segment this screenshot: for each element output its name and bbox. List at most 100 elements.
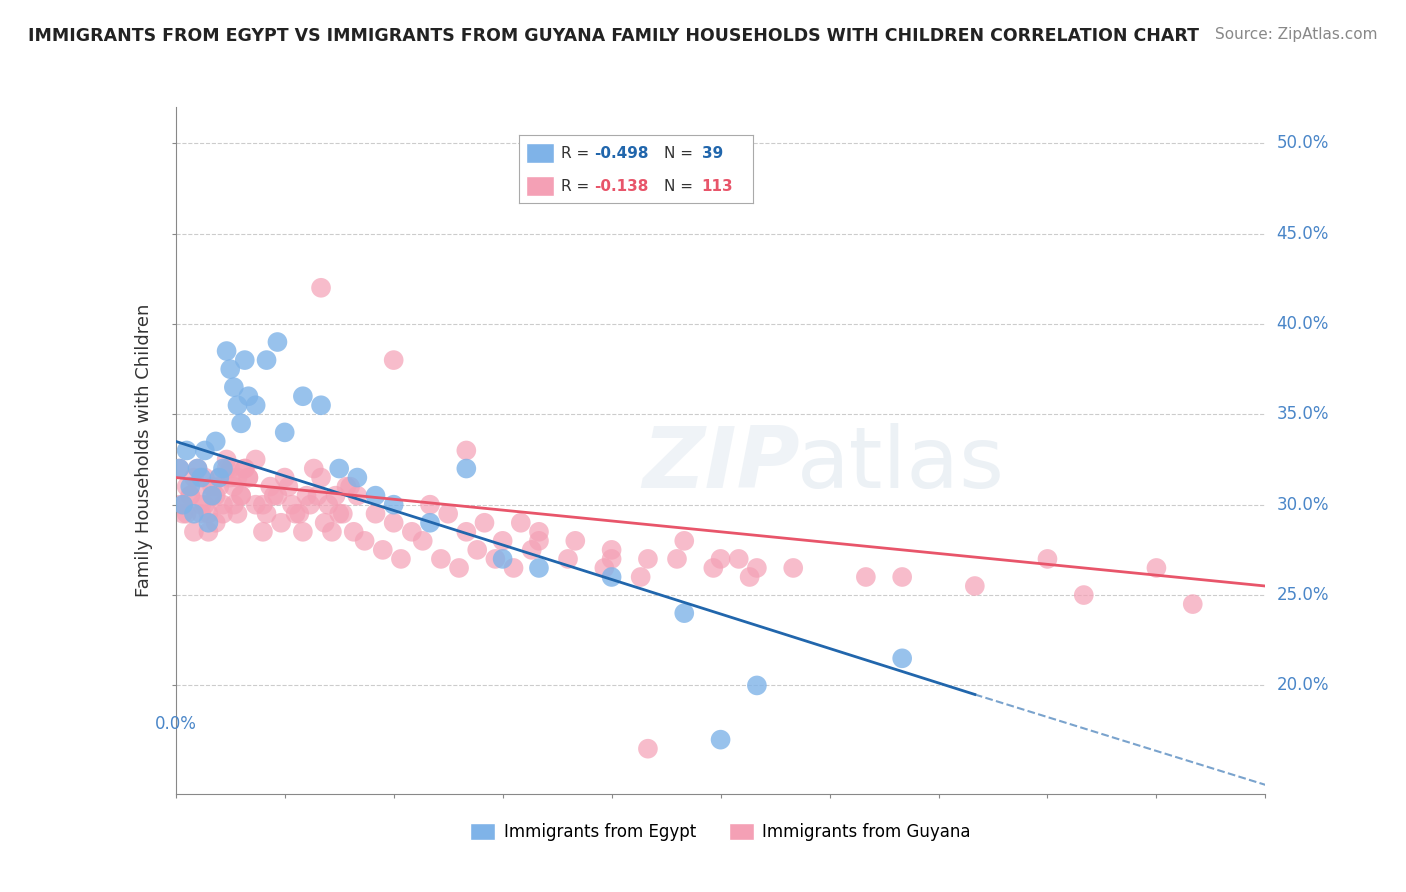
Point (219, 362, 242, 376)
Point (346, 470, 368, 484)
Point (307, 489, 329, 503)
Point (190, 470, 212, 484)
Point (204, 489, 226, 503)
Point (630, 570, 652, 584)
Point (190, 507, 212, 521)
Point (179, 489, 201, 503)
Point (291, 524, 314, 539)
Point (745, 561, 768, 575)
Point (309, 281, 332, 295)
Point (295, 489, 318, 503)
Point (226, 470, 249, 484)
Y-axis label: Family Households with Children: Family Households with Children (135, 304, 153, 597)
Point (270, 516, 292, 530)
Point (738, 570, 761, 584)
Text: 0.0%: 0.0% (155, 714, 197, 733)
Point (963, 579, 986, 593)
Text: 30.0%: 30.0% (1277, 496, 1329, 514)
Point (212, 498, 235, 512)
Point (637, 552, 659, 566)
Point (600, 570, 623, 584)
Point (502, 561, 524, 575)
Point (382, 498, 405, 512)
Point (238, 389, 260, 403)
Point (309, 470, 332, 484)
Point (219, 470, 242, 484)
Point (208, 470, 231, 484)
Point (328, 507, 350, 521)
Point (259, 480, 281, 494)
Point (256, 507, 278, 521)
Point (197, 516, 219, 530)
Point (401, 524, 423, 539)
Point (204, 516, 226, 530)
Point (328, 461, 350, 475)
Point (456, 461, 478, 475)
Point (321, 524, 343, 539)
Point (782, 561, 804, 575)
Point (197, 507, 219, 521)
Text: Source: ZipAtlas.com: Source: ZipAtlas.com (1215, 27, 1378, 42)
Point (245, 452, 267, 467)
Legend: Immigrants from Egypt, Immigrants from Guyana: Immigrants from Egypt, Immigrants from G… (464, 816, 977, 847)
Point (169, 498, 191, 512)
Point (231, 417, 253, 431)
Point (527, 524, 550, 539)
Point (172, 498, 194, 512)
Point (215, 344, 238, 359)
Point (419, 516, 441, 530)
Point (710, 552, 733, 566)
Point (673, 533, 696, 548)
Point (208, 480, 231, 494)
Point (456, 443, 478, 458)
Point (284, 507, 307, 521)
Point (339, 480, 361, 494)
Text: IMMIGRANTS FROM EGYPT VS IMMIGRANTS FROM GUYANA FAMILY HOUSEHOLDS WITH CHILDREN : IMMIGRANTS FROM EGYPT VS IMMIGRANTS FROM… (28, 27, 1199, 45)
Point (231, 489, 253, 503)
Text: 45.0%: 45.0% (1277, 225, 1329, 243)
Point (233, 461, 256, 475)
Point (176, 443, 198, 458)
Point (245, 498, 267, 512)
Point (281, 498, 304, 512)
Point (233, 461, 256, 475)
Point (364, 507, 387, 521)
Point (222, 498, 245, 512)
Point (430, 552, 453, 566)
Point (194, 470, 217, 484)
Point (353, 533, 375, 548)
Point (364, 489, 387, 503)
Point (600, 552, 623, 566)
Text: ZIP: ZIP (641, 423, 800, 506)
Point (256, 353, 278, 368)
Point (437, 507, 460, 521)
Point (226, 398, 249, 412)
Point (318, 498, 340, 512)
Point (186, 461, 209, 475)
Text: 50.0%: 50.0% (1277, 134, 1329, 153)
Point (557, 552, 579, 566)
Point (673, 606, 696, 620)
Point (233, 353, 256, 368)
Point (183, 524, 205, 539)
Point (222, 480, 245, 494)
Point (509, 516, 531, 530)
Point (201, 489, 224, 503)
Point (474, 516, 496, 530)
Point (332, 507, 354, 521)
Point (600, 542, 623, 557)
Point (447, 561, 470, 575)
Point (238, 470, 260, 484)
Point (527, 561, 550, 575)
Point (314, 516, 336, 530)
Point (492, 552, 515, 566)
Point (710, 732, 733, 747)
Point (465, 542, 488, 557)
Point (389, 552, 412, 566)
Point (226, 507, 249, 521)
Point (520, 542, 543, 557)
Point (274, 470, 297, 484)
Point (238, 470, 260, 484)
Point (179, 480, 201, 494)
Point (564, 533, 586, 548)
